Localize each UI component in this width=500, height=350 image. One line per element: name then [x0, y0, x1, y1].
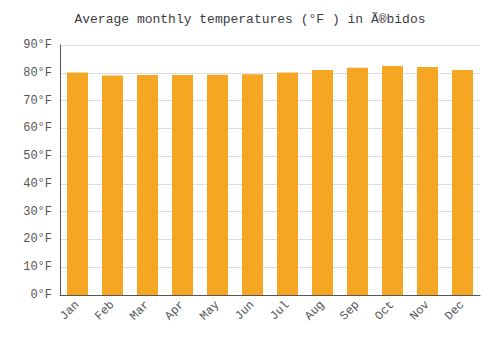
svg-text:Sep: Sep: [337, 298, 362, 323]
svg-text:May: May: [197, 298, 222, 323]
svg-text:90°F: 90°F: [23, 38, 52, 52]
svg-text:Apr: Apr: [162, 298, 187, 323]
svg-text:80°F: 80°F: [23, 66, 52, 80]
svg-text:40°F: 40°F: [23, 177, 52, 191]
svg-text:Mar: Mar: [127, 298, 152, 323]
svg-text:10°F: 10°F: [23, 260, 52, 274]
svg-text:Jul: Jul: [267, 298, 292, 323]
svg-text:60°F: 60°F: [23, 121, 52, 135]
svg-text:70°F: 70°F: [23, 94, 52, 108]
svg-text:50°F: 50°F: [23, 149, 52, 163]
svg-text:Dec: Dec: [442, 298, 467, 323]
svg-text:Feb: Feb: [92, 298, 117, 323]
svg-text:30°F: 30°F: [23, 205, 52, 219]
svg-text:Aug: Aug: [302, 298, 327, 323]
svg-text:Jan: Jan: [57, 298, 82, 323]
svg-text:Oct: Oct: [372, 298, 397, 323]
svg-text:Nov: Nov: [407, 298, 432, 323]
svg-text:0°F: 0°F: [30, 288, 52, 302]
svg-text:Average monthly temperatures (: Average monthly temperatures (°F ) in Ã®…: [74, 12, 425, 27]
svg-text:20°F: 20°F: [23, 232, 52, 246]
svg-text:Jun: Jun: [232, 298, 257, 323]
